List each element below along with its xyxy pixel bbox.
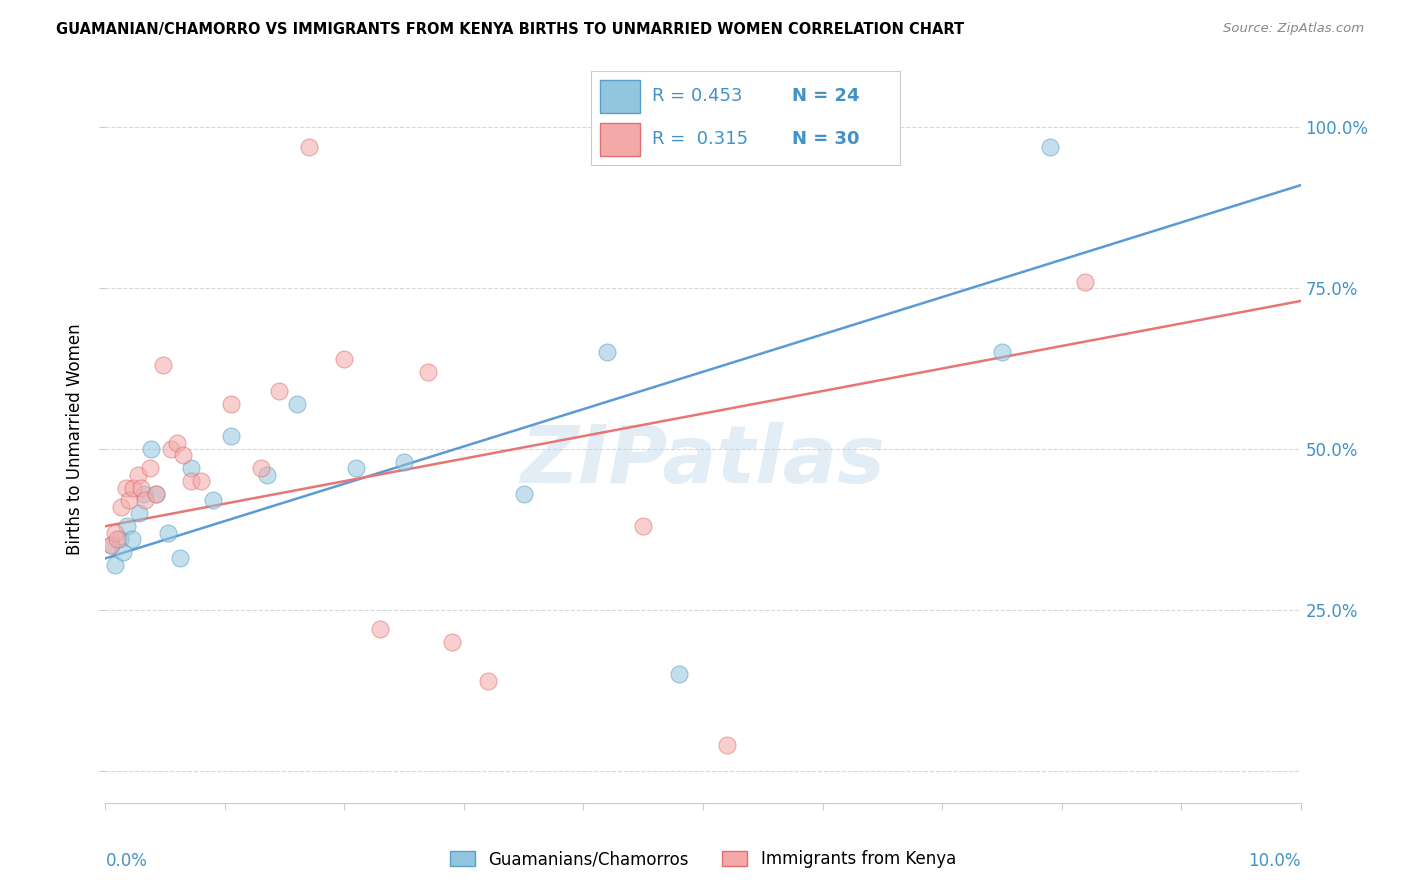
Point — [156, 525, 179, 540]
Point — [110, 500, 132, 514]
Point — [1074, 275, 1097, 289]
Point — [219, 429, 242, 443]
Point — [180, 474, 202, 488]
Point — [112, 545, 135, 559]
Point — [139, 442, 162, 456]
Point — [285, 397, 308, 411]
Point — [346, 461, 368, 475]
Point — [100, 539, 122, 553]
Legend: Guamanians/Chamorros, Immigrants from Kenya: Guamanians/Chamorros, Immigrants from Ke… — [443, 844, 963, 875]
Text: R =  0.315: R = 0.315 — [652, 130, 748, 148]
Text: Source: ZipAtlas.com: Source: ZipAtlas.com — [1223, 22, 1364, 36]
Point — [256, 467, 278, 482]
Point — [128, 506, 150, 520]
Point — [152, 359, 174, 373]
Point — [219, 397, 242, 411]
Text: 10.0%: 10.0% — [1249, 852, 1301, 870]
Point — [160, 442, 183, 456]
Text: R = 0.453: R = 0.453 — [652, 87, 742, 104]
Point — [297, 139, 319, 153]
Point — [107, 532, 129, 546]
Point — [145, 487, 167, 501]
Point — [134, 493, 156, 508]
Point — [633, 519, 655, 533]
Point — [169, 551, 191, 566]
Text: N = 24: N = 24 — [792, 87, 859, 104]
Point — [127, 467, 149, 482]
Point — [333, 351, 356, 366]
Point — [250, 461, 273, 475]
Point — [172, 449, 194, 463]
Point — [129, 481, 153, 495]
Text: N = 30: N = 30 — [792, 130, 859, 148]
Point — [202, 493, 225, 508]
Point — [104, 525, 127, 540]
Text: GUAMANIAN/CHAMORRO VS IMMIGRANTS FROM KENYA BIRTHS TO UNMARRIED WOMEN CORRELATIO: GUAMANIAN/CHAMORRO VS IMMIGRANTS FROM KE… — [56, 22, 965, 37]
Point — [716, 738, 738, 752]
FancyBboxPatch shape — [600, 79, 640, 112]
Point — [100, 539, 122, 553]
Point — [132, 487, 155, 501]
Point — [440, 635, 463, 649]
Point — [513, 487, 536, 501]
Point — [122, 481, 145, 495]
Point — [1038, 139, 1062, 153]
Point — [368, 622, 391, 636]
Point — [104, 558, 127, 572]
Point — [267, 384, 290, 398]
Y-axis label: Births to Unmarried Women: Births to Unmarried Women — [66, 324, 84, 555]
Point — [114, 481, 136, 495]
FancyBboxPatch shape — [600, 123, 640, 156]
Point — [138, 461, 160, 475]
Point — [668, 667, 690, 681]
Point — [108, 532, 131, 546]
Point — [477, 673, 499, 688]
Point — [990, 345, 1012, 359]
Point — [121, 532, 143, 546]
Point — [418, 365, 440, 379]
Text: 0.0%: 0.0% — [105, 852, 148, 870]
Text: ZIPatlas: ZIPatlas — [520, 422, 886, 500]
Point — [166, 435, 188, 450]
Point — [115, 519, 138, 533]
Point — [118, 493, 141, 508]
Point — [596, 345, 619, 359]
Point — [392, 455, 416, 469]
Point — [180, 461, 202, 475]
Point — [145, 487, 167, 501]
Point — [190, 474, 212, 488]
